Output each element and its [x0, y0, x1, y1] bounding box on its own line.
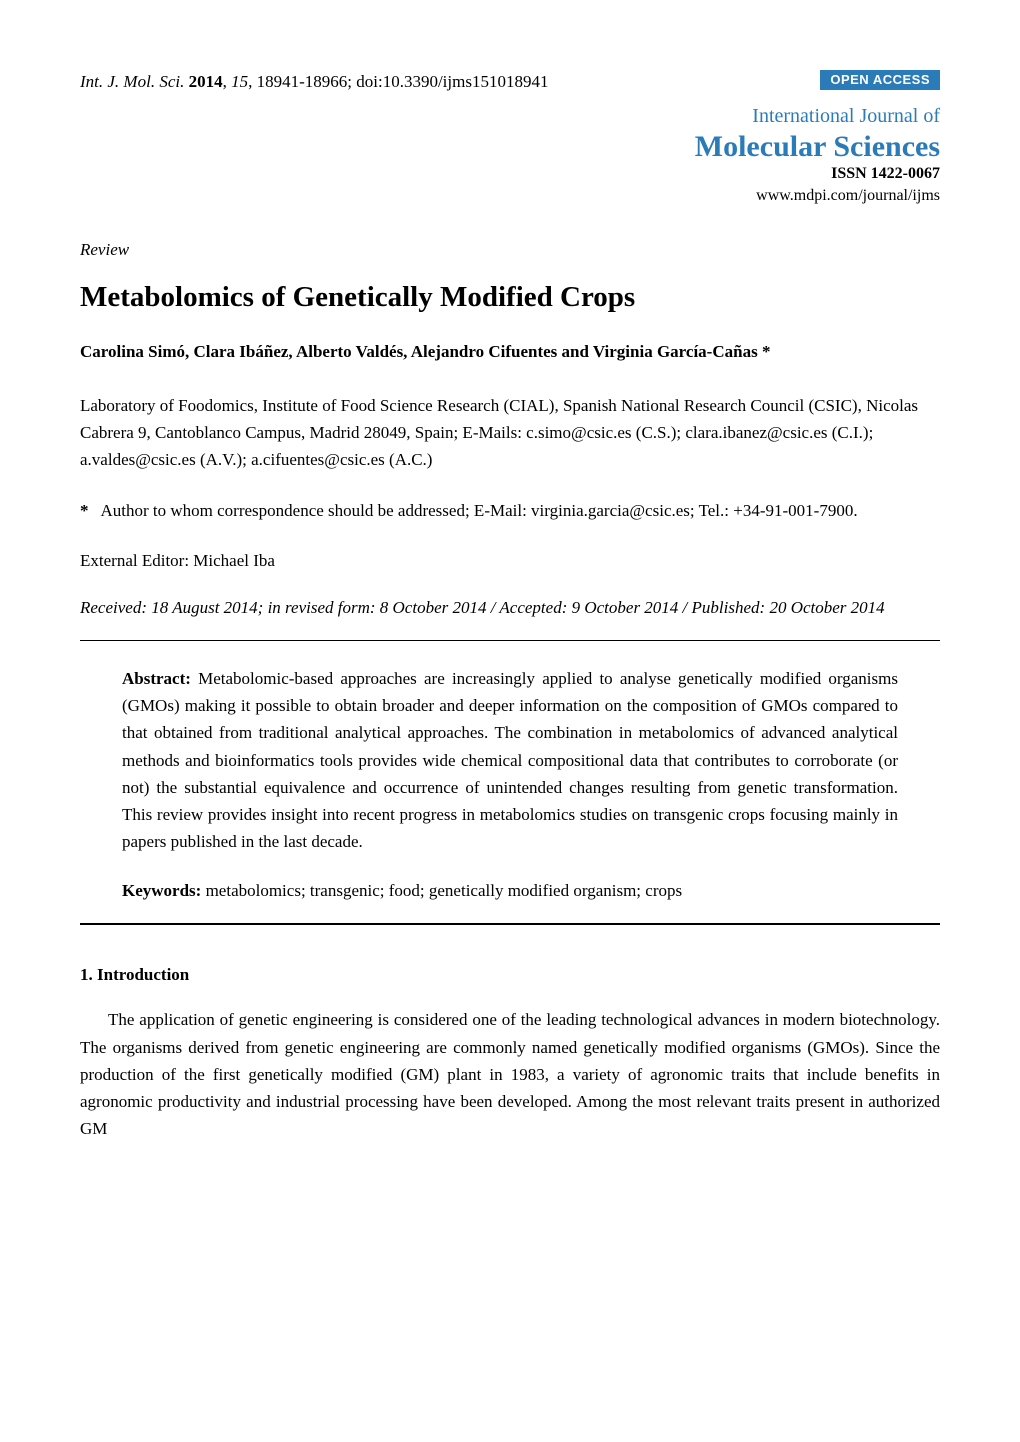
citation: Int. J. Mol. Sci. 2014, 15, 18941-18966;…: [80, 70, 548, 94]
journal-name-line1: International Journal of: [80, 102, 940, 130]
comma1: ,: [223, 72, 232, 91]
keywords-label: Keywords:: [122, 881, 201, 900]
pages: 18941-18966: [257, 72, 348, 91]
dates: Received: 18 August 2014; in revised for…: [80, 596, 940, 620]
abstract-label: Abstract:: [122, 669, 191, 688]
correspondence: * Author to whom correspondence should b…: [80, 497, 940, 524]
affiliation: Laboratory of Foodomics, Institute of Fo…: [80, 392, 940, 474]
year: 2014: [189, 72, 223, 91]
header-row: Int. J. Mol. Sci. 2014, 15, 18941-18966;…: [80, 70, 940, 94]
journal-block: International Journal of Molecular Scien…: [80, 102, 940, 208]
journal-name-line2: Molecular Sciences: [80, 130, 940, 163]
journal-url: www.mdpi.com/journal/ijms: [80, 185, 940, 207]
issn: ISSN 1422-0067: [80, 163, 940, 185]
keywords-text: metabolomics; transgenic; food; genetica…: [201, 881, 682, 900]
abstract: Abstract: Metabolomic-based approaches a…: [122, 665, 898, 855]
correspondence-star: *: [80, 497, 89, 524]
article-title: Metabolomics of Genetically Modified Cro…: [80, 277, 940, 318]
authors: Carolina Simó, Clara Ibáñez, Alberto Val…: [80, 340, 940, 364]
volume: 15: [231, 72, 248, 91]
divider-bottom: [80, 923, 940, 925]
correspondence-text: Author to whom correspondence should be …: [101, 497, 858, 524]
divider-top: [80, 640, 940, 641]
keywords: Keywords: metabolomics; transgenic; food…: [122, 877, 898, 904]
comma2: ,: [248, 72, 257, 91]
abstract-text: Metabolomic-based approaches are increas…: [122, 669, 898, 851]
section-heading-1: 1. Introduction: [80, 963, 940, 987]
body-paragraph-1: The application of genetic engineering i…: [80, 1006, 940, 1142]
doi: doi:10.3390/ijms151018941: [356, 72, 548, 91]
semicolon: ;: [347, 72, 356, 91]
open-access-badge: OPEN ACCESS: [820, 70, 940, 90]
journal-abbrev: Int. J. Mol. Sci.: [80, 72, 184, 91]
external-editor: External Editor: Michael Iba: [80, 549, 940, 573]
abstract-block: Abstract: Metabolomic-based approaches a…: [80, 665, 940, 905]
article-type: Review: [80, 238, 940, 262]
